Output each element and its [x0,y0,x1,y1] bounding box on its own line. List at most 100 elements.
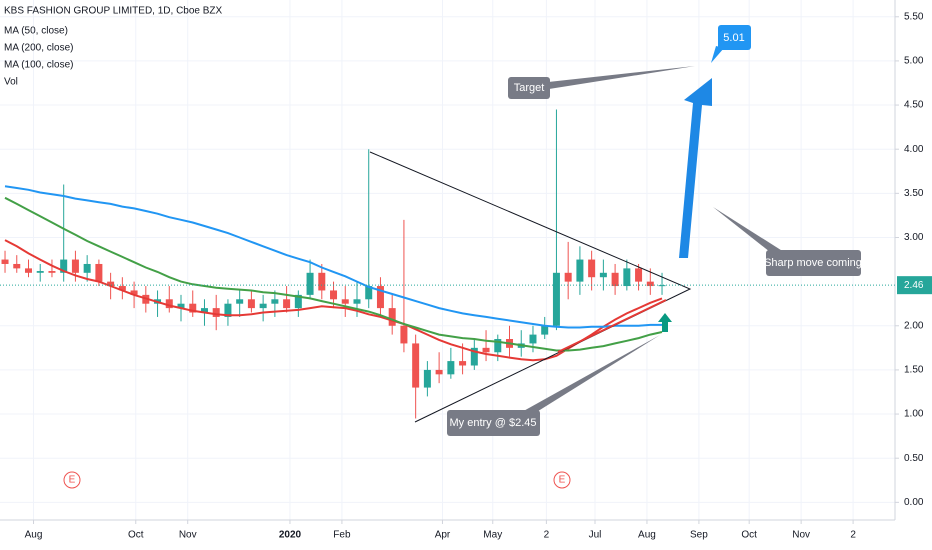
chart-title: KBS FASHION GROUP LIMITED, 1D, Cboe BZX [4,6,223,17]
x-tick-label: Sep [690,530,708,541]
candle-body [658,285,666,287]
candle-body [447,361,455,375]
callout-text: Sharp move coming [764,257,862,269]
candle-body [588,259,596,278]
earnings-marker[interactable] [553,471,571,489]
candle-body [529,334,537,344]
callout-pointer [530,66,695,92]
callout-pointer [713,207,784,252]
last-price-box [897,276,932,295]
candle-body [294,294,302,309]
y-tick-label: 5.50 [904,11,924,22]
last-price-label: 2.46 [904,280,924,291]
candle-body [1,259,9,264]
candle-body [623,268,631,287]
callout-pointer [711,46,724,63]
candle-body [376,286,384,309]
x-tick-label: Aug [25,530,43,541]
candle-body [224,303,232,317]
x-tick-label: Nov [792,530,810,541]
candle-body [247,299,255,309]
y-tick-label: 0.00 [904,497,924,508]
candle-body [60,259,68,273]
indicator-label: MA (50, close) [4,26,68,37]
x-tick-label: Aug [638,530,656,541]
y-tick-label: 4.50 [904,100,924,111]
callout [508,77,550,99]
ma-line [4,196,663,352]
ma-line [4,239,663,362]
x-tick-label: 2 [850,530,856,541]
callout-text: Target [514,82,545,94]
candle-body [36,271,44,273]
indicator-label: MA (200, close) [4,43,73,54]
x-tick-label: Oct [128,530,144,541]
candle-body [494,339,502,353]
support-line [557,299,667,353]
candle-body [482,347,490,353]
candle-body [48,271,56,273]
candle-body [236,299,244,304]
y-tick-label: 3.50 [904,188,924,199]
callout-text: My entry @ $2.45 [450,417,537,429]
x-tick-label: May [483,530,502,541]
candle-body [646,281,654,287]
candle-body [552,272,560,326]
x-tick-label: Oct [741,530,757,541]
candle-body [212,308,220,317]
candle-body [71,259,79,273]
y-tick-label: 1.50 [904,365,924,376]
y-tick-label: 0.50 [904,453,924,464]
callout [447,410,540,436]
candle-body [318,272,326,291]
earnings-marker[interactable] [63,471,81,489]
y-tick-label: 1.00 [904,409,924,420]
candle-body [576,259,584,282]
candle-body [95,263,103,282]
plot [1,109,666,419]
y-tick-label: 3.00 [904,232,924,243]
candle-body [611,272,619,287]
candle-body [388,308,396,326]
candle-body [435,369,443,375]
grid [0,0,895,520]
drawings: Target Sharp move coming My entry @ $2.4… [63,25,862,489]
earnings-label: E [69,475,76,486]
candle-body [13,263,21,269]
indicator-label: MA (100, close) [4,60,73,71]
candle-body [118,286,126,291]
candle-body [400,325,408,344]
candle-body [200,308,208,313]
x-tick-label: 2020 [279,530,302,541]
candle-body [83,263,91,273]
candle-body [470,347,478,366]
x-tick-label: 2 [544,530,550,541]
y-tick-label: 4.00 [904,144,924,155]
candle-body [330,290,338,300]
small-arrow [658,313,672,332]
candle-body [107,281,115,287]
candle-body [564,272,572,282]
candle-body [259,303,267,309]
callout-text: 5.01 [723,32,744,44]
candle-body [423,369,431,388]
candle-body [283,299,291,309]
candle-body [599,272,607,278]
x-tick-label: Jul [589,530,602,541]
candle-body [541,325,549,335]
callout [766,250,861,276]
y-tick-label: 5.00 [904,56,924,67]
candle-body [130,290,138,295]
callout-pointer [520,335,660,413]
y-tick-label: 2.00 [904,320,924,331]
candle-body [341,299,349,304]
candle-body [306,272,314,295]
candle-body [165,299,173,309]
candle-body [177,303,185,309]
ma-line [4,185,662,329]
candle-body [365,286,373,300]
candle-body [635,268,643,282]
candle-body [189,303,197,313]
candle-body [459,361,467,366]
